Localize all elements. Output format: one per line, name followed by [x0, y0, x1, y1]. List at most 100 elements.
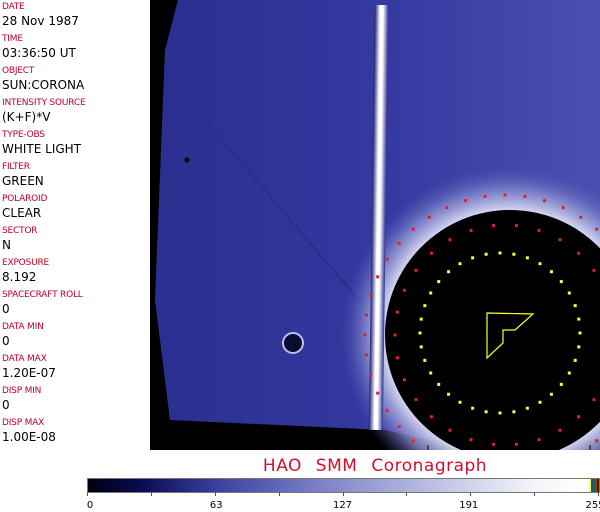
- grid-dot: [393, 333, 397, 337]
- grid-dot: [447, 270, 451, 274]
- field-value: 0: [2, 398, 10, 412]
- grid-dot: [595, 227, 599, 231]
- grid-dot: [514, 224, 518, 228]
- north-arrow: [486, 312, 535, 360]
- grid-dot: [525, 256, 529, 260]
- field-label: POLAROID: [2, 194, 48, 204]
- field-value: SUN:CORONA: [2, 78, 85, 92]
- grid-dot: [525, 406, 529, 410]
- grid-dot: [573, 304, 577, 308]
- grid-dot: [538, 400, 542, 404]
- grid-dot: [411, 227, 415, 231]
- grid-dot: [376, 275, 380, 279]
- grid-dot: [414, 398, 418, 402]
- colorbar-tick-label: 0: [86, 500, 94, 511]
- grid-dot: [427, 215, 431, 219]
- colorbar-tick: [278, 492, 280, 496]
- field-label: TYPE-OBS: [2, 130, 45, 140]
- grid-dot: [364, 313, 368, 317]
- grid-dot: [537, 438, 541, 442]
- grid-dot: [423, 358, 427, 362]
- grid-dot: [397, 425, 401, 429]
- grid-dot: [577, 345, 581, 349]
- colorbar: [87, 478, 600, 493]
- grid-dot: [429, 251, 433, 255]
- grid-dot: [503, 193, 507, 197]
- grid-dot: [484, 252, 488, 256]
- grid-dot: [558, 428, 562, 432]
- grid-dot: [538, 262, 542, 266]
- grid-dot: [395, 310, 399, 314]
- grid-dot: [559, 280, 563, 284]
- field-label: DISP MIN: [2, 386, 42, 396]
- grid-dot: [577, 317, 581, 321]
- grid-dot: [419, 345, 423, 349]
- grid-dot: [523, 194, 527, 198]
- grid-dot: [414, 268, 418, 272]
- grid-dot: [514, 442, 518, 446]
- header-panel: DATE 28 Nov 1987 TIME 03:36:50 UT OBJECT SUN:…: [0, 0, 151, 450]
- grid-dot: [567, 291, 571, 295]
- grid-dot: [492, 442, 496, 446]
- grid-dot: [369, 372, 373, 376]
- field-value: (K+F)*V: [2, 110, 51, 124]
- colorbar-tick-label: 127: [332, 500, 353, 511]
- field-value: CLEAR: [2, 206, 42, 220]
- field-label: DATE: [2, 2, 25, 12]
- field-label: OBJECT: [2, 66, 35, 76]
- colorbar-tick: [342, 492, 344, 496]
- grid-dot: [363, 333, 367, 337]
- streak: [368, 4, 389, 431]
- grid-dot: [512, 410, 516, 414]
- grid-dot: [411, 439, 415, 443]
- field-label: INTENSITY SOURCE: [2, 98, 86, 108]
- field-label: EXPOSURE: [2, 258, 50, 268]
- field-value: 0: [2, 302, 10, 316]
- grid-dot: [447, 392, 451, 396]
- grid-dot: [397, 241, 401, 245]
- grid-dot: [437, 382, 441, 386]
- field-label: SECTOR: [2, 226, 38, 236]
- grid-dot: [483, 194, 487, 198]
- grid-dot: [385, 257, 389, 261]
- field-label: DATA MIN: [2, 322, 44, 332]
- field-value: 1.20E-07: [2, 366, 56, 380]
- grid-dot: [423, 304, 427, 308]
- grid-dot: [498, 411, 502, 415]
- grid-dot: [429, 415, 433, 419]
- colorbar-tick-label: 255: [585, 500, 600, 511]
- grid-dot: [549, 270, 553, 274]
- coronagraph-image: [151, 0, 600, 450]
- colorbar-tick: [150, 492, 152, 496]
- field-label: DATA MAX: [2, 354, 47, 364]
- field-value: GREEN: [2, 174, 44, 188]
- grid-dot: [448, 238, 452, 242]
- grid-dot: [542, 199, 546, 203]
- grid-dot: [592, 398, 596, 402]
- grid-dot: [469, 228, 473, 232]
- grid-dot: [558, 238, 562, 242]
- grid-dot: [577, 415, 581, 419]
- grid-dot: [419, 317, 423, 321]
- grid-dot: [512, 252, 516, 256]
- grid-dot: [471, 256, 475, 260]
- field-label: DISP MAX: [2, 418, 45, 428]
- grid-dot: [429, 291, 433, 295]
- grid-dot: [592, 268, 596, 272]
- grid-dot: [537, 228, 541, 232]
- grid-dot: [464, 199, 468, 203]
- grid-dot: [577, 251, 581, 255]
- grid-dot: [385, 409, 389, 413]
- grid-dot: [579, 215, 583, 219]
- colorbar-tick-label: 191: [459, 500, 479, 511]
- grid-dot: [458, 400, 462, 404]
- field-label: FILTER: [2, 162, 30, 172]
- grid-dot: [578, 331, 582, 335]
- colorbar-tick: [214, 492, 216, 496]
- field-value: 28 Nov 1987: [2, 14, 79, 28]
- grid-dot: [567, 371, 571, 375]
- field-value: WHITE LIGHT: [2, 142, 82, 156]
- grid-dot: [559, 382, 563, 386]
- grid-dot: [471, 406, 475, 410]
- grid-dot: [561, 206, 565, 210]
